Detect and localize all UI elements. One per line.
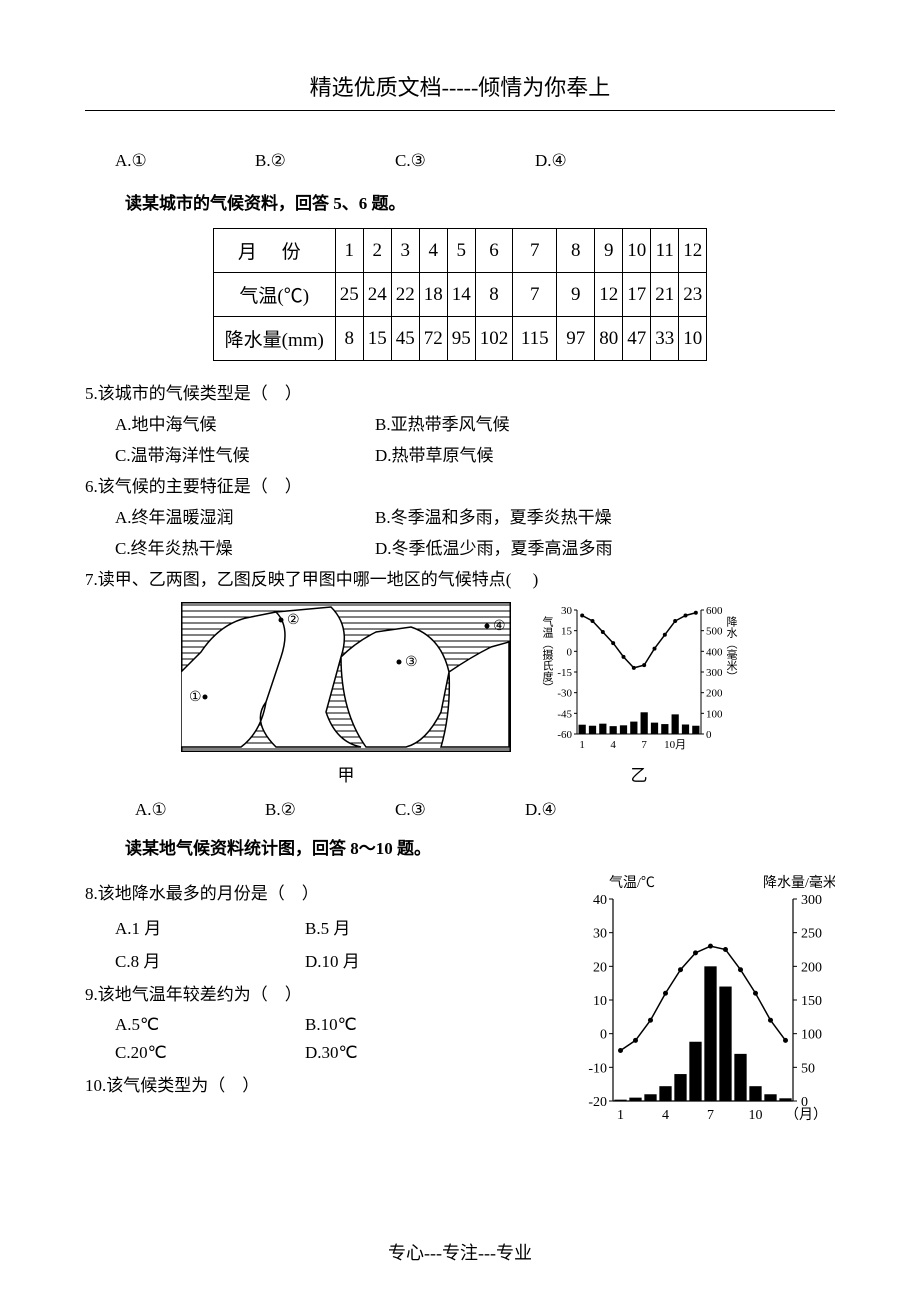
svg-text:-60: -60 [557,729,572,741]
chart-yi: 30 15 0 -15 -30 -45 -60 600 500 400 300 200 100 0 气温（摄… [539,602,739,752]
page-footer: 专心---专注---专业 [0,1239,920,1265]
climate-data-table: 月 份123456789101112气温(℃)25242218148791217… [213,228,708,361]
svg-text:400: 400 [706,646,723,658]
svg-text:1: 1 [579,739,585,751]
q5-b: B.亚热带季风气候 [375,410,510,435]
q4-optB: B.② [255,151,395,171]
q6-b: B.冬季温和多雨，夏季炎热干燥 [375,503,612,528]
page-header: 精选优质文档-----倾情为你奉上 [85,70,835,111]
q6-d: D.冬季低温少雨，夏季高温多雨 [375,534,613,559]
svg-text:500: 500 [706,626,723,638]
q4-optA: A.① [115,151,255,171]
svg-text:0: 0 [706,729,712,741]
instr-5-6: 读某城市的气候资料，回答 5、6 题。 [85,189,835,214]
q7-d: D.④ [525,800,655,820]
svg-text:降水（毫米）: 降水（毫米） [725,615,738,682]
q5-c: C.温带海洋性气候 [115,441,375,466]
q7-a: A.① [135,800,265,820]
q7-c: C.③ [395,800,525,820]
lower-section: 8.该地降水最多的月份是（ ） A.1 月B.5 月 C.8 月D.10 月 9… [85,873,835,1128]
q9-stem: 9.该地气温年较差约为（ ） [85,980,557,1005]
svg-text:10: 10 [749,1108,763,1123]
svg-text:150: 150 [801,994,822,1009]
svg-text:7: 7 [707,1108,714,1123]
q7-options: A.① B.② C.③ D.④ [85,800,835,820]
svg-text:20: 20 [593,960,607,975]
q5-d: D.热带草原气候 [375,441,494,466]
svg-text:4: 4 [610,739,616,751]
svg-text:-10: -10 [588,1061,607,1076]
chart-yi-wrap: 30 15 0 -15 -30 -45 -60 600 500 400 300 200 100 0 气温（摄… [539,602,739,786]
q10-stem: 10.该气候类型为（ ） [85,1071,557,1096]
q8-d: D.10 月 [305,947,360,972]
svg-text:200: 200 [706,688,723,700]
map-jia: ① ② ③ ④ [181,602,511,752]
svg-text:30: 30 [593,927,607,942]
q6-a: A.终年温暖湿润 [115,503,375,528]
map-jia-label: 甲 [181,761,511,786]
chart-yi-label: 乙 [539,761,739,786]
svg-text:100: 100 [706,708,723,720]
q4-optD: D.④ [535,151,675,171]
svg-text:①: ① [189,690,202,705]
svg-text:200: 200 [801,960,822,975]
svg-text:600: 600 [706,605,723,617]
q8-b: B.5 月 [305,914,350,939]
q9-a: A.5℃ [115,1015,305,1035]
q8-c: C.8 月 [115,947,305,972]
q8-10-text: 8.该地降水最多的月份是（ ） A.1 月B.5 月 C.8 月D.10 月 9… [85,873,557,1128]
svg-text:10月: 10月 [664,739,686,751]
svg-text:③: ③ [405,655,418,670]
q6-c: C.终年炎热干燥 [115,534,375,559]
map-jia-wrap: ① ② ③ ④ 甲 [181,602,511,786]
svg-text:气温（摄氏度）: 气温（摄氏度） [541,615,554,693]
svg-text:降水量/毫米: 降水量/毫米 [763,874,835,891]
q9-c: C.20℃ [115,1043,305,1063]
q4-optC: C.③ [395,151,535,171]
q7-b: B.② [265,800,395,820]
q6-row2: C.终年炎热干燥 D.冬季低温少雨，夏季高温多雨 [85,534,835,559]
svg-text:40: 40 [593,893,607,908]
svg-text:50: 50 [801,1061,815,1076]
q5-a: A.地中海气候 [115,410,375,435]
q7-stem: 7.读甲、乙两图，乙图反映了甲图中哪一地区的气候特点( ) [85,565,835,590]
svg-text:-30: -30 [557,688,572,700]
chart-big-wrap: 气温/℃降水量/毫米403020100-10-20300250200150100… [575,873,835,1128]
svg-text:300: 300 [706,667,723,679]
q8-stem: 8.该地降水最多的月份是（ ） [85,879,557,904]
svg-text:0: 0 [567,646,573,658]
svg-text:250: 250 [801,927,822,942]
q5-stem: 5.该城市的气候类型是（ ） [85,379,835,404]
svg-text:10: 10 [593,994,607,1009]
q5-row2: C.温带海洋性气候 D.热带草原气候 [85,441,835,466]
svg-text:-20: -20 [588,1095,607,1110]
svg-text:0: 0 [600,1028,607,1043]
q5-row1: A.地中海气候 B.亚热带季风气候 [85,410,835,435]
svg-text:②: ② [287,613,300,628]
chart-big: 气温/℃降水量/毫米403020100-10-20300250200150100… [575,873,835,1123]
svg-text:7: 7 [641,739,647,751]
svg-text:30: 30 [561,605,573,617]
svg-text:-15: -15 [557,667,572,679]
q8-a: A.1 月 [115,914,305,939]
svg-text:④: ④ [493,619,506,634]
svg-text:4: 4 [662,1108,669,1123]
svg-text:15: 15 [561,626,573,638]
svg-text:100: 100 [801,1028,822,1043]
q9-b: B.10℃ [305,1015,357,1035]
q9-d: D.30℃ [305,1043,358,1063]
q6-stem: 6.该气候的主要特征是（ ） [85,472,835,497]
svg-text:1: 1 [617,1108,624,1123]
svg-text:-45: -45 [557,708,572,720]
svg-text:300: 300 [801,893,822,908]
q6-row1: A.终年温暖湿润 B.冬季温和多雨，夏季炎热干燥 [85,503,835,528]
figure-row-q7: ① ② ③ ④ 甲 30 15 0 -15 -30 -45 -60 600 500 400 300 200 1… [85,602,835,786]
instr-8-10: 读某地气候资料统计图，回答 8～10 题。 [85,834,835,859]
svg-text:（月）: （月） [785,1107,827,1123]
svg-text:气温/℃: 气温/℃ [609,875,655,891]
q4-options: A.① B.② C.③ D.④ [85,151,835,171]
